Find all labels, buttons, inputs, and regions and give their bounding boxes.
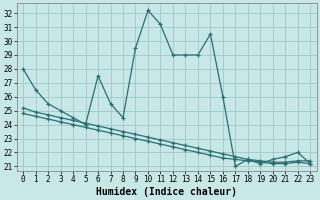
X-axis label: Humidex (Indice chaleur): Humidex (Indice chaleur) <box>96 186 237 197</box>
